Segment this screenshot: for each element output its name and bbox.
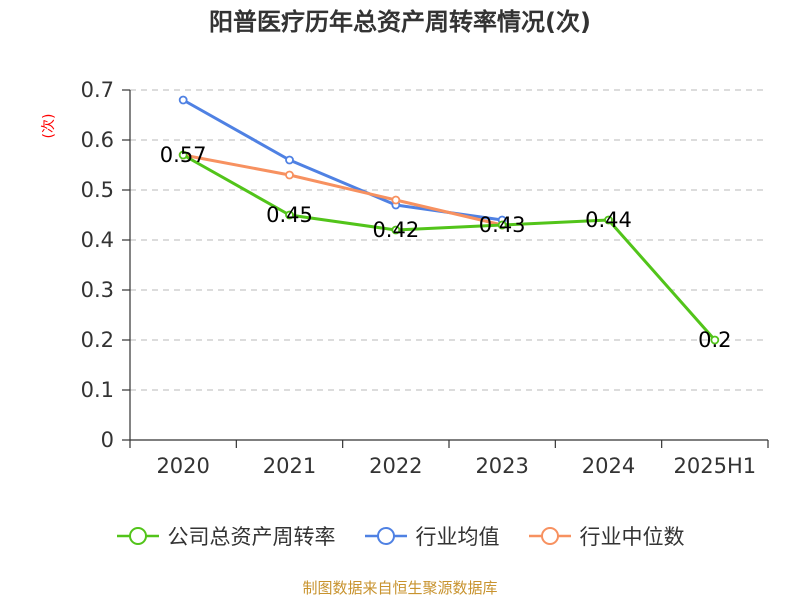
legend-label: 行业均值 <box>415 525 500 549</box>
data-label: 0.43 <box>479 213 526 237</box>
x-tick-label: 2022 <box>369 454 422 478</box>
data-label: 0.45 <box>266 203 313 227</box>
data-point <box>285 170 294 180</box>
data-point <box>710 335 720 345</box>
data-source-note: 制图数据来自恒生聚源数据库 <box>302 579 498 597</box>
data-label: 0.44 <box>585 208 632 232</box>
data-label: 0.42 <box>372 218 419 242</box>
x-tick-label: 2020 <box>156 454 209 478</box>
y-tick-label: 0 <box>101 428 114 452</box>
legend-label: 公司总资产周转率 <box>167 525 336 549</box>
y-tick-label: 0.2 <box>81 328 114 352</box>
x-tick-label: 2021 <box>263 454 316 478</box>
data-point <box>285 155 294 165</box>
x-tick-label: 2024 <box>582 454 635 478</box>
series-line <box>182 153 503 227</box>
legend-line-circle-icon <box>528 527 571 545</box>
chart-title: 阳普医疗历年总资产周转率情况(次) <box>209 8 591 36</box>
y-tick-label: 0.3 <box>81 278 114 302</box>
y-tick-label: 0.1 <box>81 378 114 402</box>
data-point <box>497 220 507 230</box>
legend-label: 行业中位数 <box>579 525 685 549</box>
data-label: 0.57 <box>160 143 207 167</box>
data-point <box>178 95 188 105</box>
legend-line-circle-icon <box>116 527 159 545</box>
y-tick-label: 0.6 <box>81 128 114 152</box>
chart-legend: 公司总资产周转率 行业均值 行业中位数 <box>0 520 800 552</box>
legend-item[interactable]: 行业中位数 <box>528 521 685 551</box>
data-point <box>391 225 401 235</box>
y-tick-label: 0.5 <box>81 178 114 202</box>
series-line <box>182 153 716 341</box>
data-point <box>391 195 401 205</box>
data-point <box>178 150 188 160</box>
legend-item[interactable]: 公司总资产周转率 <box>116 521 336 551</box>
y-tick-label: 0.4 <box>81 228 114 252</box>
data-point <box>285 210 294 220</box>
legend-line-circle-icon <box>364 527 407 545</box>
data-label: 0.2 <box>698 328 731 352</box>
legend-item[interactable]: 行业均值 <box>364 521 500 551</box>
y-tick-label: 0.7 <box>81 78 114 102</box>
x-tick-label: 2025H1 <box>674 454 757 478</box>
series-line <box>182 98 503 222</box>
data-point <box>604 215 613 225</box>
x-tick-label: 2023 <box>475 454 528 478</box>
